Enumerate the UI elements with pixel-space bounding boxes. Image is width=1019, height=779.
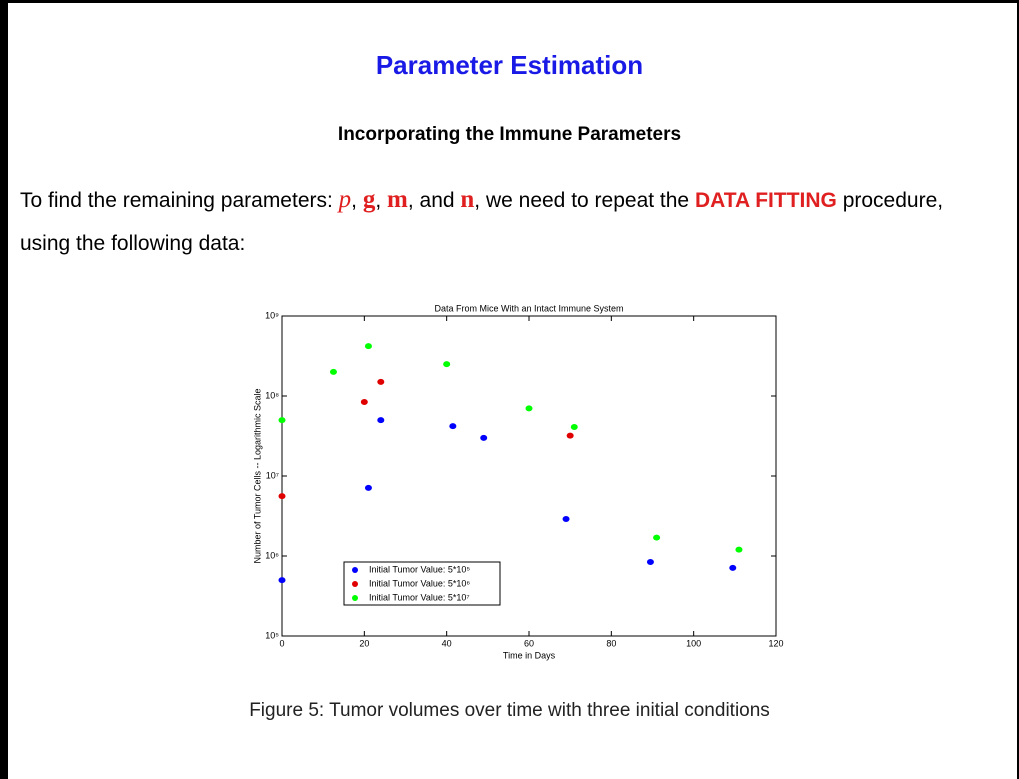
y-tick-label: 10⁸ bbox=[265, 390, 279, 400]
text: , and bbox=[407, 189, 461, 212]
y-tick-label: 10⁶ bbox=[265, 550, 279, 560]
text: , we need to repeat the bbox=[474, 189, 695, 212]
point bbox=[364, 343, 372, 350]
point bbox=[566, 432, 574, 439]
point bbox=[570, 423, 578, 430]
caption: Figure 5: Tumor volumes over time with t… bbox=[249, 700, 770, 721]
y-tick-label: 10⁷ bbox=[266, 470, 279, 480]
y-tick-label: 10⁵ bbox=[265, 630, 279, 640]
x-tick-label: 40 bbox=[442, 638, 452, 648]
paragraph: To find the remaining parameters: p, g , … bbox=[20, 178, 995, 265]
point bbox=[377, 417, 385, 424]
chart-title: Data From Mice With an Intact Immune Sys… bbox=[434, 303, 623, 313]
point bbox=[278, 493, 286, 500]
x-tick-label: 80 bbox=[606, 638, 616, 648]
param: m bbox=[387, 186, 408, 213]
emphasis: DATA FITTING bbox=[694, 189, 837, 212]
legend-marker bbox=[352, 581, 358, 587]
legend-box bbox=[343, 561, 501, 606]
point bbox=[525, 405, 533, 412]
text: To find the remaining parameters: bbox=[20, 189, 339, 212]
x-tick-label: 0 bbox=[279, 638, 284, 648]
point bbox=[443, 361, 451, 368]
text: , bbox=[351, 189, 363, 212]
point bbox=[729, 564, 737, 571]
x-tick-label: 20 bbox=[359, 638, 369, 648]
point bbox=[449, 423, 457, 430]
param: g bbox=[362, 186, 376, 213]
text: , bbox=[375, 189, 388, 212]
legend-marker bbox=[352, 567, 358, 573]
x-axis-label: Time in Days bbox=[503, 650, 556, 660]
legend-label: Initial Tumor Value: 5*10⁷ bbox=[369, 592, 470, 602]
x-tick-label: 100 bbox=[686, 638, 701, 648]
point bbox=[377, 378, 385, 385]
param: n bbox=[460, 186, 475, 213]
point bbox=[480, 434, 488, 441]
legend-label: Initial Tumor Value: 5*10⁵ bbox=[369, 564, 470, 574]
point bbox=[735, 546, 743, 553]
point bbox=[278, 417, 286, 424]
x-tick-label: 120 bbox=[768, 638, 783, 648]
text: procedure, using the following data: bbox=[20, 189, 944, 255]
point bbox=[329, 368, 337, 375]
y-tick-label: 10⁹ bbox=[265, 310, 279, 320]
point bbox=[646, 559, 654, 566]
slide-title: Parameter Estimation bbox=[375, 50, 644, 80]
y-axis-label: Number of Tumor Cells -- Logarithmic Sca… bbox=[252, 388, 262, 563]
point bbox=[278, 577, 286, 584]
legend-marker bbox=[352, 595, 358, 601]
point bbox=[360, 399, 368, 406]
slide-subtitle: Incorporating the Immune Parameters bbox=[337, 124, 682, 145]
point bbox=[653, 534, 661, 541]
legend-label: Initial Tumor Value: 5*10⁶ bbox=[369, 578, 470, 588]
param: p bbox=[338, 186, 352, 213]
point bbox=[562, 516, 570, 523]
point bbox=[364, 484, 372, 491]
x-tick-label: 60 bbox=[524, 638, 534, 648]
